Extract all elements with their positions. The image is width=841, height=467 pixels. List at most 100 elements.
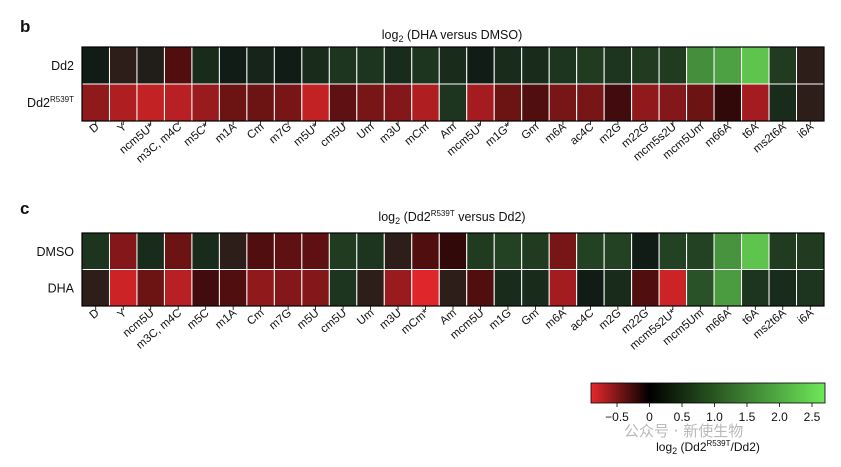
column-label: Y <box>116 121 130 135</box>
heatmap-cell <box>356 83 385 122</box>
column-label: m3U <box>378 121 404 146</box>
heatmap-cell <box>191 46 220 85</box>
heatmap-cell <box>191 232 220 270</box>
heatmap-cell <box>631 269 660 307</box>
heatmap-cell <box>438 83 468 122</box>
column-label: m6A <box>543 307 569 332</box>
panel-c-letter: c <box>20 199 29 218</box>
heatmap-cell <box>438 46 468 85</box>
heatmap-cell <box>301 46 330 85</box>
heatmap-cell <box>383 46 413 85</box>
heatmap-cell <box>658 83 688 122</box>
colorbar-ticks: −0.5 0 0.5 1.0 1.5 2.0 2.5 <box>605 403 821 424</box>
column-label: m5C <box>185 307 211 332</box>
heatmap-cell <box>246 83 275 122</box>
heatmap-cell <box>631 232 660 270</box>
heatmap-cell <box>246 46 275 85</box>
column-label: m7G <box>267 307 294 332</box>
heatmap-cell <box>218 269 248 307</box>
row-labels-c: DMSO DHA <box>37 245 75 296</box>
heatmap-cell <box>191 83 220 122</box>
heatmap-cell <box>713 46 743 85</box>
heatmap-cell <box>383 232 413 270</box>
heatmap-cell <box>163 83 193 122</box>
column-label: m1G <box>487 307 514 332</box>
heatmap-cell <box>301 232 330 270</box>
heatmap-cell <box>713 269 743 307</box>
column-label: ac4C <box>568 121 596 147</box>
heatmap-cell <box>108 269 138 307</box>
heatmap-cell <box>521 232 550 270</box>
heatmap-cell <box>301 83 330 122</box>
colorbar-label: log2 (Dd2R539T/Dd2) <box>656 439 760 456</box>
column-label: m7G <box>267 121 294 146</box>
heatmap-cell <box>438 269 468 307</box>
watermark: 公众号 · 新使生物 <box>624 422 743 440</box>
heatmap-cell <box>81 232 110 270</box>
column-label: i6A <box>796 121 817 141</box>
heatmap-cell <box>383 269 413 307</box>
column-label: m6A <box>543 121 569 146</box>
column-label: cm5U <box>318 121 349 149</box>
heatmap-cell <box>273 83 303 122</box>
column-label: Y <box>116 307 130 321</box>
heatmap-cell <box>493 83 523 122</box>
panel-b-title: log2 (DHA versus DMSO) <box>382 28 522 44</box>
column-label: Cm <box>245 307 266 328</box>
heatmap-cell <box>768 232 798 270</box>
column-label: Um <box>355 307 376 328</box>
heatmap-cell <box>631 46 660 85</box>
heatmap-cell <box>741 269 770 307</box>
heatmap-cell <box>246 232 275 270</box>
heatmap-cell <box>411 232 440 270</box>
heatmap-cell <box>796 46 825 85</box>
colorbar-tick-label: 2.0 <box>771 410 788 424</box>
row-label: DHA <box>48 281 75 295</box>
heatmap-cell <box>81 46 110 85</box>
heatmap-cell <box>411 83 440 122</box>
heatmap-cell <box>576 83 605 122</box>
column-label: cm5U <box>318 307 349 335</box>
panel-c-title: log2 (Dd2R539T versus Dd2) <box>378 209 525 226</box>
colorbar <box>590 382 826 404</box>
heatmap-cell <box>356 46 385 85</box>
heatmap-cell <box>136 232 165 270</box>
column-label: Cm <box>245 121 266 142</box>
column-label: m66A <box>703 307 734 336</box>
heatmap-cell <box>493 232 523 270</box>
heatmap-cell <box>548 269 578 307</box>
column-label: m5C* <box>182 121 212 149</box>
heatmap-b <box>81 46 825 122</box>
heatmap-cell <box>768 269 798 307</box>
row-label: Dd2R539T <box>27 95 74 110</box>
heatmap-cell <box>273 232 303 270</box>
heatmap-cell <box>603 83 633 122</box>
column-label: m1A <box>213 121 239 146</box>
heatmap-cell <box>218 46 248 85</box>
heatmap-cell <box>136 46 165 85</box>
heatmap-cell <box>658 46 688 85</box>
colorbar-tick-label: 1.0 <box>706 410 723 424</box>
heatmap-cell <box>741 232 770 270</box>
column-label: m1A <box>213 307 239 332</box>
heatmap-cell <box>328 83 358 122</box>
heatmap-cell <box>466 46 495 85</box>
heatmap-cell <box>328 269 358 307</box>
column-label: m1G* <box>484 121 515 149</box>
heatmap-cell <box>191 269 220 307</box>
heatmap-cell <box>576 46 605 85</box>
heatmap-cell <box>218 83 248 122</box>
heatmap-cell <box>466 232 495 270</box>
heatmap-cell <box>796 83 825 122</box>
row-label: Dd2 <box>51 59 74 73</box>
heatmap-cell <box>603 46 633 85</box>
column-label: m5U* <box>292 121 322 149</box>
column-label: Am <box>438 121 459 141</box>
heatmap-cell <box>411 46 440 85</box>
heatmap-cell <box>356 232 385 270</box>
column-label: mCm <box>403 121 432 148</box>
heatmap-cell <box>658 269 688 307</box>
